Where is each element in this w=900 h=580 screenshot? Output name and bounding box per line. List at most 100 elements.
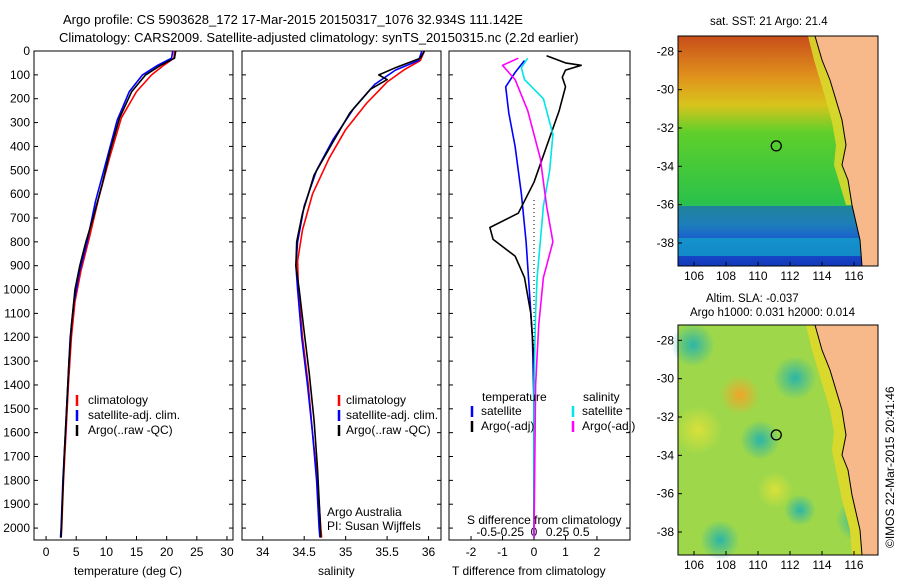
x-tick-label: 34.5 [293,545,317,559]
x-tick-label: -2 [466,545,477,559]
x-tick-label: 5 [73,545,80,559]
sst-cyan-band [678,238,878,256]
sla-low-anomaly [671,323,715,367]
x-tick-label: 0 [531,545,538,559]
x-tick-label: 36 [422,545,436,559]
argo-float-marker [770,429,782,441]
legend-label-satellite: satellite-adj. clim. [346,408,438,422]
salinity-lines [295,51,426,538]
sla-coastline [814,324,863,556]
map-x-tick-label: 112 [780,558,799,572]
sla-map-title-1: Altim. SLA: -0.037 [706,293,799,305]
y-tick-label: 1000 [3,283,30,297]
y-tick-label: 1300 [3,354,30,368]
y-tick-label: 500 [10,163,30,177]
s-difference-title: S difference from climatology [467,513,622,527]
legend-title-salinity: salinity [583,390,620,404]
sst-coastline [814,35,863,267]
temperature-axes-frame [33,50,234,541]
map-x-tick-label: 112 [780,269,799,283]
series-t-satellite-line [504,60,535,538]
map-y-tick-label: -32 [657,410,675,424]
y-tick-label: 900 [10,259,30,273]
map-y-tick-label: -28 [657,44,675,58]
salinity-panel: 34 34.5 35 35.5 36 salinity climatology sate… [241,50,442,578]
map-y-tick-label: -32 [657,121,675,135]
header-line-2: Climatology: CARS2009. Satellite-adjuste… [59,30,579,45]
sla-coast-band [806,325,862,555]
x-tick-label: 0 [43,545,50,559]
x-tick-label: 15 [130,545,144,559]
difference-x-axis: -2 -1 0 1 2-0.5 -0.25 0.25 0.50 [466,525,601,559]
temperature-panel: 0100200300400500600700800900100011001200… [3,44,234,578]
sst-deep-blue-band [678,206,878,266]
y-tick-label: 1700 [3,450,30,464]
difference-panel: -2 -1 0 1 2-0.5 -0.25 0.25 0.50 temperature sat… [448,50,635,578]
salinity-x-axis: 34 34.5 35 35.5 36 [256,536,436,559]
difference-y-ticks [449,50,630,529]
sla-low-anomaly [740,420,780,460]
y-tick-label: 1100 [4,306,30,320]
map-x-tick-label: 114 [812,269,831,283]
y-tick-label: 800 [10,235,30,249]
legend-title-temperature: temperature [482,390,547,404]
map-y-tick-label: -30 [657,83,675,97]
pi-label: PI: Susan Wijffels [327,519,421,533]
difference-legend-salinity: salinity satellite Argo(-adj) [571,390,635,433]
x-tick-label: -1 [497,545,508,559]
depth-axis: 0 100 200 300 400 500 600 700 800 900 1000 1100 1200… [3,44,233,535]
temperature-xlabel: temperature (deg C) [74,564,182,578]
legend-label-s-satellite: satellite [582,404,623,418]
series-s-satellite-line [520,57,554,538]
s-diff-tick-label: 0.5 [573,525,590,539]
legend-label-argo: Argo(..raw -QC) [346,423,431,437]
x-tick-label: 35.5 [375,545,399,559]
t-difference-xlabel: T difference from climatology [452,564,606,578]
sla-high-anomaly [674,406,722,454]
map-x-tick-label: 116 [844,558,863,572]
y-tick-label: 1800 [3,473,30,487]
salinity-y-ticks [242,50,441,529]
legend-label-satellite: satellite-adj. clim. [88,408,180,422]
sla-land [815,325,878,555]
header-line-1: Argo profile: CS 5903628_172 17-Mar-2015… [63,12,523,27]
y-tick-label: 600 [10,187,30,201]
map-y-tick-label: -36 [657,198,675,212]
x-tick-label: 20 [160,545,174,559]
y-tick-label: 1900 [3,497,30,511]
y-tick-label: 1500 [3,402,30,416]
map-x-tick-label: 106 [684,558,704,572]
y-tick-label: 700 [10,211,30,225]
y-tick-label: 1600 [3,426,30,440]
difference-axes-frame [448,50,631,541]
sst-map-axes: 106 108 110 112 114 116 -28 -30 -32 -34 -36 -38 [657,44,864,283]
map-y-tick-label: -36 [657,487,675,501]
y-tick-label: 400 [10,139,30,153]
map-y-tick-label: -38 [657,236,675,250]
map-y-tick-label: -34 [657,448,675,462]
sla-low-anomaly [773,356,817,400]
y-tick-label: 300 [10,116,30,130]
map-x-tick-label: 108 [716,269,736,283]
salinity-axes-frame [241,50,442,541]
s-diff-tick-label: -0.25 [497,525,525,539]
legend-label-s-argo: Argo(-adj) [582,419,635,433]
y-tick-label: 2000 [3,521,30,535]
temperature-lines [59,51,177,538]
map-x-tick-label: 106 [684,269,704,283]
difference-legend-temperature: temperature satellite Argo(-adj) [470,390,547,433]
series-s-argo-adj-line [501,57,554,538]
argo-australia-label: Argo Australia [327,505,402,519]
temperature-legend: climatology satellite-adj. clim. Argo(..… [75,393,180,437]
salinity-legend: climatology satellite-adj. clim. Argo(..… [337,393,438,437]
difference-lines [489,55,582,538]
legend-label-climatology: climatology [346,393,406,407]
sla-high-anomaly [720,375,760,415]
y-tick-label: 200 [10,92,30,106]
x-tick-label: 34 [256,545,270,559]
x-tick-label: 2 [594,545,601,559]
s-diff-tick-label: -0.5 [476,525,497,539]
map-x-tick-label: 116 [844,269,863,283]
sst-map-image [677,35,879,267]
argo-float-marker [770,140,782,152]
